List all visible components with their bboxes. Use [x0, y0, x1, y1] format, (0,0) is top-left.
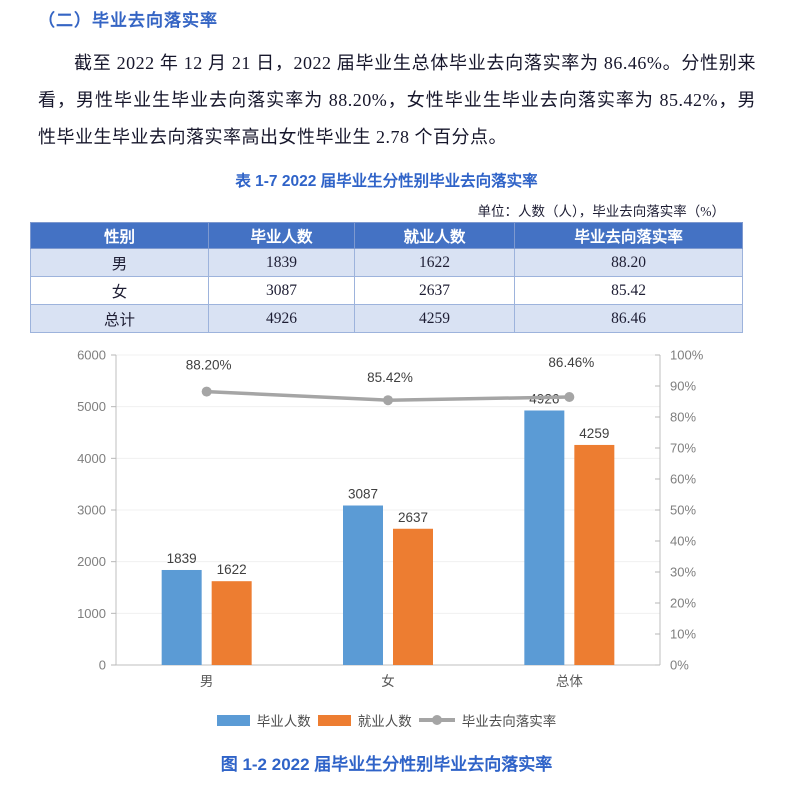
- legend-label-employed: 就业人数: [357, 714, 412, 729]
- rate-point-label: 85.42%: [367, 370, 413, 385]
- table-header-cell: 性别: [30, 222, 209, 249]
- section-heading: （二）毕业去向落实率: [38, 11, 218, 30]
- table-cell: 总计: [30, 304, 209, 333]
- category-label: 总体: [556, 674, 583, 689]
- table-cell: 85.42: [514, 276, 743, 305]
- table-cell: 3087: [208, 276, 355, 305]
- legend-label-graduates: 毕业人数: [256, 714, 311, 729]
- bar-value-label: 3087: [348, 487, 378, 502]
- bar-毕业人数: [343, 505, 383, 665]
- left-axis-tick-label: 5000: [77, 399, 106, 414]
- employment-stats-table: 性别 毕业人数 就业人数 毕业去向落实率 男 1839 1622 88.20 女 3087 263…: [30, 222, 743, 333]
- table-cell: 2637: [353, 276, 516, 305]
- right-axis-tick-label: 50%: [670, 503, 696, 518]
- table-cell: 4259: [353, 304, 516, 333]
- table-title: 表 1-7 2022 届毕业生分性别毕业去向落实率: [235, 173, 538, 190]
- left-axis-tick-label: 0: [99, 658, 106, 673]
- right-axis-tick-label: 70%: [670, 441, 696, 456]
- right-axis-tick-label: 100%: [670, 348, 704, 363]
- table-cell: 女: [30, 276, 209, 305]
- table-header-cell: 毕业去向落实率: [514, 222, 743, 249]
- table-cell: 1839: [208, 248, 355, 277]
- legend-line-marker-icon: [418, 714, 455, 726]
- body-paragraph: 截至 2022 年 12 月 21 日，2022 届毕业生总体毕业去向落实率为 …: [38, 53, 756, 147]
- right-axis-tick-label: 10%: [670, 627, 696, 642]
- bar-value-label: 1622: [217, 562, 247, 577]
- legend-swatch-graduates: [216, 714, 250, 726]
- rate-line-point: [383, 395, 393, 406]
- table-row: 总计 4926 4259 86.46: [30, 304, 743, 333]
- right-axis-tick-label: 30%: [670, 565, 696, 580]
- combo-chart: 0 1000 2000 3000 4000 5000 6000 0% 10% 20% 30% 40% 5…: [30, 335, 743, 700]
- bar-value-label: 1839: [167, 551, 197, 566]
- left-axis-tick-label: 1000: [77, 606, 106, 621]
- bar-value-label: 2637: [398, 510, 428, 525]
- figure-caption: 图 1-2 2022 届毕业生分性别毕业去向落实率: [220, 755, 553, 774]
- right-axis-tick-label: 40%: [670, 534, 696, 549]
- table-row: 女 3087 2637 85.42: [30, 276, 743, 305]
- bar-value-label: 4259: [579, 426, 609, 441]
- table-cell: 88.20: [514, 248, 743, 277]
- legend-swatch-employed: [317, 714, 351, 726]
- table-row: 男 1839 1622 88.20: [30, 248, 743, 277]
- bar-毕业人数: [524, 410, 565, 665]
- table-cell: 86.46: [514, 304, 743, 333]
- bar-毕业人数: [161, 569, 202, 665]
- legend-label-rate: 毕业去向落实率: [461, 714, 557, 729]
- table-cell: 男: [30, 248, 209, 277]
- rate-point-label: 86.46%: [548, 355, 594, 370]
- left-axis-tick-label: 2000: [77, 554, 106, 569]
- table-header-row: 性别 毕业人数 就业人数 毕业去向落实率: [30, 222, 743, 249]
- table-cell: 1622: [353, 248, 516, 277]
- bar-就业人数: [393, 528, 433, 665]
- table-header-cell: 毕业人数: [208, 222, 355, 249]
- right-axis-tick-label: 60%: [670, 472, 696, 487]
- right-axis-tick-label: 0%: [670, 658, 689, 673]
- table-unit-note: 单位：人数（人），毕业去向落实率（%）: [477, 204, 726, 219]
- left-axis-tick-label: 6000: [77, 348, 106, 363]
- rate-point-label: 88.20%: [186, 358, 232, 373]
- left-axis-tick-label: 4000: [77, 451, 106, 466]
- category-label: 男: [200, 674, 214, 689]
- rate-line-point: [564, 391, 575, 402]
- rate-line-point: [201, 386, 212, 397]
- right-axis-tick-label: 90%: [670, 379, 696, 394]
- right-axis-tick-label: 80%: [670, 410, 696, 425]
- table-header-cell: 就业人数: [353, 222, 516, 249]
- category-label: 女: [381, 673, 395, 689]
- table-cell: 4926: [208, 304, 355, 333]
- bar-就业人数: [574, 444, 615, 665]
- chart-legend: 毕业人数 就业人数 毕业去向落实率: [30, 711, 743, 729]
- bar-就业人数: [211, 581, 252, 665]
- chart-canvas: 0 1000 2000 3000 4000 5000 6000 0% 10% 20% 30% 40% 5…: [77, 348, 704, 690]
- left-axis-tick-label: 3000: [77, 503, 106, 518]
- right-axis-tick-label: 20%: [670, 596, 696, 611]
